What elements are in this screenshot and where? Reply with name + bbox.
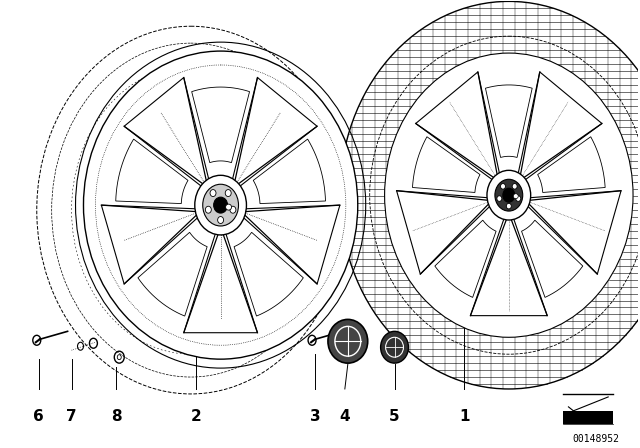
Ellipse shape	[512, 184, 517, 189]
Text: 1: 1	[459, 409, 469, 424]
Polygon shape	[234, 233, 303, 316]
Ellipse shape	[385, 53, 633, 337]
Polygon shape	[101, 205, 201, 284]
Polygon shape	[192, 87, 250, 163]
Text: 4: 4	[340, 409, 350, 424]
Ellipse shape	[214, 197, 228, 213]
Ellipse shape	[195, 175, 246, 235]
Text: 5: 5	[389, 409, 400, 424]
Text: 6: 6	[33, 409, 44, 424]
Ellipse shape	[516, 196, 521, 201]
Ellipse shape	[203, 184, 239, 226]
Text: 3: 3	[310, 409, 321, 424]
Polygon shape	[416, 72, 500, 182]
Polygon shape	[116, 139, 188, 203]
Ellipse shape	[225, 204, 232, 210]
Polygon shape	[184, 227, 257, 333]
Polygon shape	[517, 72, 602, 182]
Ellipse shape	[210, 190, 216, 197]
Polygon shape	[435, 220, 496, 297]
Ellipse shape	[225, 190, 231, 197]
Polygon shape	[253, 139, 326, 203]
Polygon shape	[525, 191, 621, 274]
Ellipse shape	[513, 194, 518, 198]
Polygon shape	[240, 205, 340, 284]
Ellipse shape	[328, 319, 368, 363]
Ellipse shape	[495, 179, 523, 211]
Bar	[563, 411, 613, 424]
Polygon shape	[138, 233, 207, 316]
Text: 00148952: 00148952	[573, 434, 620, 444]
Ellipse shape	[503, 188, 515, 202]
Text: 7: 7	[66, 409, 77, 424]
Polygon shape	[486, 85, 532, 157]
Polygon shape	[470, 213, 547, 316]
Ellipse shape	[487, 170, 531, 220]
Polygon shape	[124, 78, 211, 190]
Ellipse shape	[205, 206, 211, 213]
Ellipse shape	[497, 196, 502, 201]
Polygon shape	[397, 191, 493, 274]
Ellipse shape	[381, 332, 408, 363]
Text: 8: 8	[111, 409, 122, 424]
Text: 2: 2	[191, 409, 201, 424]
Polygon shape	[412, 137, 480, 193]
Ellipse shape	[500, 184, 506, 189]
Polygon shape	[538, 137, 605, 193]
Ellipse shape	[230, 206, 236, 213]
Ellipse shape	[83, 51, 358, 359]
Ellipse shape	[506, 203, 511, 209]
Polygon shape	[522, 220, 583, 297]
Polygon shape	[231, 78, 317, 190]
Ellipse shape	[218, 216, 223, 224]
